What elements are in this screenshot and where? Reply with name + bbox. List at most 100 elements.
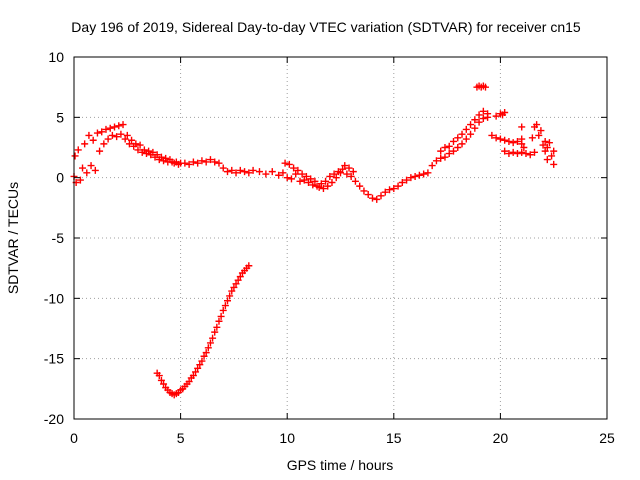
data-point: [458, 130, 466, 138]
data-point: [415, 171, 423, 179]
data-point: [157, 376, 165, 384]
data-point: [106, 124, 114, 132]
data-point: [91, 166, 99, 174]
data-point: [145, 147, 153, 155]
data-point: [213, 323, 221, 331]
data-point: [285, 160, 293, 168]
data-point: [322, 177, 330, 185]
data-point: [162, 154, 170, 162]
data-point: [160, 380, 168, 388]
data-point: [513, 150, 521, 158]
data-point: [407, 174, 415, 182]
data-point: [351, 177, 359, 185]
series-main-band: [70, 113, 526, 203]
data-point: [206, 339, 214, 347]
data-point: [71, 152, 79, 160]
data-point: [550, 147, 558, 155]
data-point: [328, 178, 336, 186]
data-point: [302, 172, 310, 180]
data-point: [345, 164, 353, 172]
data-point: [403, 176, 411, 184]
data-point: [219, 306, 227, 314]
data-point: [74, 146, 82, 154]
data-point: [462, 135, 470, 143]
data-point: [262, 170, 270, 178]
data-point: [505, 137, 513, 145]
data-point: [228, 287, 236, 295]
data-point: [224, 297, 232, 305]
y-tick-label: 5: [56, 109, 64, 125]
data-point: [475, 118, 483, 126]
data-point: [136, 141, 144, 149]
data-point: [526, 151, 534, 159]
data-point: [202, 349, 210, 357]
series-late-points: [473, 82, 558, 168]
data-point: [255, 168, 263, 176]
data-point: [87, 162, 95, 170]
data-point: [454, 134, 462, 142]
data-point: [113, 133, 121, 141]
data-point: [548, 152, 556, 160]
data-point: [219, 164, 227, 172]
data-point: [290, 164, 298, 172]
series-secondary-band: [281, 107, 492, 193]
data-point: [347, 172, 355, 180]
data-point: [149, 148, 157, 156]
data-point: [128, 136, 136, 144]
grid: [74, 57, 607, 419]
data-point: [437, 154, 445, 162]
data-point: [535, 131, 543, 139]
data-point: [215, 317, 223, 325]
data-point: [337, 169, 344, 177]
data-point: [449, 147, 457, 155]
data-point: [198, 357, 206, 365]
data-point: [153, 151, 161, 159]
x-axis-label: GPS time / hours: [287, 457, 394, 473]
x-tick-label: 0: [70, 430, 78, 446]
data-point: [492, 112, 500, 120]
data-point: [200, 352, 208, 360]
data-point: [364, 191, 372, 199]
data-point: [96, 147, 104, 155]
data-point: [541, 147, 549, 155]
data-point: [471, 116, 479, 124]
data-point: [462, 125, 470, 133]
axis-ticks: 0 5 10 15 20 25 -20 -15 -10 -5 0 5 10: [44, 49, 615, 446]
data-point: [192, 368, 200, 376]
data-point: [394, 182, 402, 190]
data-point: [104, 135, 112, 143]
data-point: [518, 148, 526, 156]
data-point: [98, 128, 106, 136]
data-point: [300, 176, 308, 184]
data-point: [189, 372, 197, 380]
data-point: [275, 171, 283, 179]
data-point: [245, 262, 253, 270]
data-point: [454, 144, 462, 151]
data-point: [196, 361, 204, 369]
data-point: [102, 125, 110, 133]
data-point: [81, 140, 89, 148]
data-point: [155, 372, 163, 380]
data-point: [541, 137, 549, 145]
data-point: [368, 194, 376, 202]
data-point: [332, 174, 340, 182]
data-point: [189, 158, 197, 166]
data-point: [343, 170, 351, 178]
data-point: [373, 195, 381, 203]
data-point: [424, 169, 432, 177]
data-point: [230, 283, 238, 291]
data-point: [445, 142, 453, 150]
data-point: [76, 176, 84, 184]
data-point: [339, 165, 347, 173]
data-point: [528, 134, 536, 142]
data-point: [228, 166, 236, 174]
x-tick-label: 5: [177, 430, 185, 446]
data-point: [117, 130, 125, 138]
data-point: [125, 140, 133, 148]
data-point: [134, 146, 142, 154]
y-tick-label: -5: [52, 230, 65, 246]
data-point: [543, 156, 551, 164]
data-point: [501, 109, 509, 117]
data-point: [185, 160, 193, 168]
data-point: [111, 123, 119, 131]
